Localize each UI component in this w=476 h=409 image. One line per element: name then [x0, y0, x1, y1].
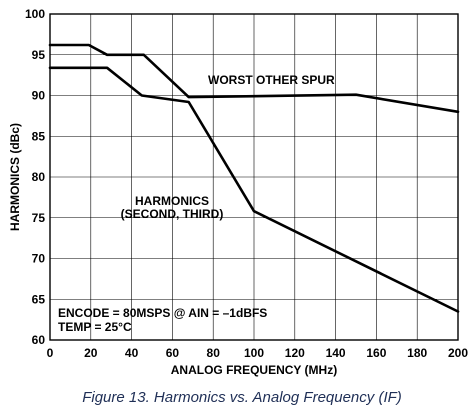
- plot-frame: [49, 13, 459, 341]
- x-tick-label: 0: [47, 346, 54, 360]
- x-tick-label: 60: [166, 346, 180, 360]
- harmonics-line: [48, 66, 460, 313]
- annotation-temp: TEMP = 25°C: [58, 320, 132, 334]
- grid-lines: [49, 13, 459, 341]
- x-tick-label: 100: [244, 346, 264, 360]
- x-axis-title: ANALOG FREQUENCY (MHz): [171, 363, 337, 377]
- x-tick-label: 20: [84, 346, 98, 360]
- y-tick-label: 75: [32, 211, 46, 225]
- x-tick-label: 80: [207, 346, 221, 360]
- y-tick-label: 60: [32, 333, 46, 347]
- x-tick-label: 200: [448, 346, 468, 360]
- worst-other-spur-line: [48, 43, 460, 114]
- x-tick-labels: 0 20 40 60 80 100 120 140 160 180 200: [47, 346, 469, 360]
- y-tick-label: 95: [32, 48, 46, 62]
- x-tick-label: 40: [125, 346, 139, 360]
- x-tick-label: 160: [366, 346, 386, 360]
- series-layer: [48, 43, 460, 313]
- y-tick-label: 70: [32, 252, 46, 266]
- annotation-encode: ENCODE = 80MSPS @ AIN = –1dBFS: [58, 306, 267, 320]
- y-tick-label: 80: [32, 170, 46, 184]
- y-tick-label: 90: [32, 89, 46, 103]
- y-axis-title: HARMONICS (dBc): [8, 123, 22, 231]
- y-tick-label: 65: [32, 292, 46, 306]
- x-tick-label: 140: [326, 346, 346, 360]
- figure-caption: Figure 13. Harmonics vs. Analog Frequenc…: [82, 389, 402, 406]
- x-tick-label: 120: [285, 346, 305, 360]
- y-tick-labels: 60 65 70 75 80 85 90 95 100: [25, 7, 45, 347]
- series-label-worst-other-spur: WORST OTHER SPUR: [208, 73, 335, 87]
- y-tick-label: 85: [32, 129, 46, 143]
- y-tick-label: 100: [25, 7, 45, 21]
- series-label-harmonics-line1: HARMONICS: [135, 194, 209, 208]
- x-tick-label: 180: [407, 346, 427, 360]
- series-label-harmonics-line2: (SECOND, THIRD): [121, 207, 224, 221]
